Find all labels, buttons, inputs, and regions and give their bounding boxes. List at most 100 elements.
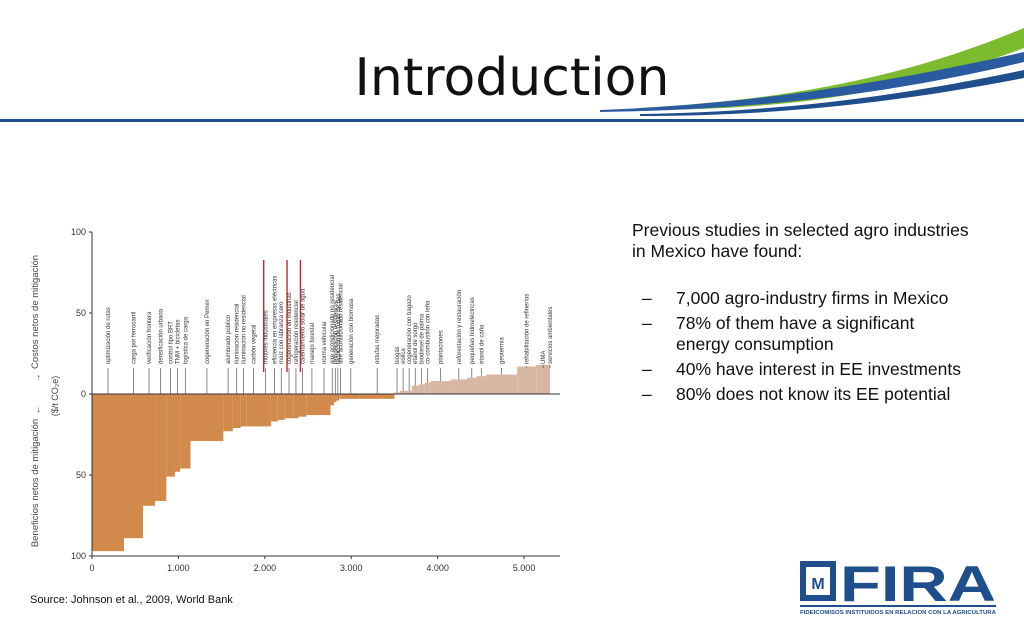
arrow-down-icon: ← xyxy=(32,406,42,415)
category-label: UMA xyxy=(541,351,547,364)
category-label: refrigeración residencial xyxy=(333,300,339,364)
chart-bar xyxy=(246,394,261,427)
chart-bar xyxy=(430,381,451,394)
chart-bar xyxy=(174,394,181,472)
y-tick-label: 0 xyxy=(81,389,86,399)
category-label: generación con biomasa xyxy=(349,298,355,364)
chart-bar xyxy=(536,364,550,394)
chart-bar xyxy=(330,394,334,406)
category-label: calentamiento solar de agua xyxy=(300,288,306,364)
chart-bar xyxy=(155,394,167,501)
category-label: co-combustión con leña xyxy=(426,300,432,364)
bullet-dash: – xyxy=(642,313,652,333)
chart-bar xyxy=(411,385,419,394)
chart-bar xyxy=(240,394,247,427)
header-swoosh xyxy=(0,28,1024,122)
category-label: eficiencia en empresas eléctricas xyxy=(272,276,278,364)
chart-bar xyxy=(418,384,425,394)
category-label: eólica xyxy=(401,348,407,364)
chart-bar xyxy=(123,394,143,539)
logo-emblem-inner xyxy=(806,567,830,595)
category-label: aire acondicionado no residencial xyxy=(330,275,336,364)
category-label: iluminación residencial xyxy=(235,304,241,364)
y-axis-label-benefits: Beneficios netos de mitigación xyxy=(30,419,41,547)
category-label: pequeñas hidroeléctricas xyxy=(470,297,476,364)
category-label: TNM + bicicletas xyxy=(176,319,182,364)
y-axis-unit: ($/t CO₂e) xyxy=(50,376,60,417)
category-label: reducción de fugas de gas xyxy=(336,294,342,364)
chart-bar xyxy=(317,394,331,416)
category-label: biogás xyxy=(395,346,401,364)
category-label: logística de carga xyxy=(183,316,189,364)
finding-item: – 80% does not know its EE potential xyxy=(632,384,972,405)
chart-bar xyxy=(333,394,337,403)
category-label: plantaciones xyxy=(439,330,445,364)
chart-bar xyxy=(270,394,278,422)
category-label: etanol de sorgo xyxy=(413,322,419,364)
chart-bar xyxy=(517,366,537,394)
x-tick-label: 4.000 xyxy=(426,563,449,573)
finding-item: – 78% of them have a significant energy c… xyxy=(632,313,972,355)
y-tick-label: 50 xyxy=(76,308,86,318)
y-tick-label: 50 xyxy=(76,470,86,480)
category-label: alumbrado público xyxy=(226,314,232,364)
chart-bar xyxy=(298,394,307,417)
category-label: biodiesel de palma xyxy=(420,313,426,364)
chart-bar xyxy=(394,392,400,394)
category-label: estufas mejoradas xyxy=(375,315,381,364)
chart-bar xyxy=(293,394,299,419)
logo-wordmark: FIRA xyxy=(840,556,996,612)
category-label: aire acondicionado residencial xyxy=(338,283,344,364)
category-label: etanol de caña xyxy=(479,324,485,364)
category-label: densificación urbana xyxy=(159,308,165,364)
x-tick-label: 3.000 xyxy=(340,563,363,573)
source-citation: Source: Johnson et al., 2009, World Bank xyxy=(30,594,233,606)
chart-bar xyxy=(190,394,224,441)
chart-bar xyxy=(486,374,518,394)
y-axis-label-costs: Costos netos de mitigación xyxy=(30,255,41,369)
finding-text: 7,000 agro-industry firms in Mexico xyxy=(676,288,949,308)
chart-bar xyxy=(406,390,412,394)
bullet-dash: – xyxy=(642,288,652,308)
chart-bar xyxy=(341,394,360,399)
category-label: carga por ferrocarril xyxy=(131,312,137,364)
finding-item: – 7,000 agro-industry firms in Mexico xyxy=(632,288,972,309)
category-label: carbón vegetal xyxy=(252,325,258,364)
chart-bar xyxy=(399,390,407,394)
category-label: cogeneración en Pemex xyxy=(205,299,211,364)
findings-lead: Previous studies in selected agro indust… xyxy=(632,220,969,261)
fira-logo: M FIRA FIDEICOMISOS INSTITUIDOS EN RELAC… xyxy=(800,556,996,616)
logo-tagline: FIDEICOMISOS INSTITUIDOS EN RELACION CON… xyxy=(800,610,996,616)
chart-bar xyxy=(223,394,233,432)
finding-text: 40% have interest in EE investments xyxy=(676,359,962,379)
chart-bar xyxy=(467,377,477,394)
findings-list: – 7,000 agro-industry firms in Mexico – 78… xyxy=(632,288,972,405)
chart-bar xyxy=(339,394,342,399)
chart-bar xyxy=(180,394,191,469)
chart-bar xyxy=(450,379,468,394)
finding-text: 78% of them have a significant energy co… xyxy=(676,313,915,354)
chart-bar xyxy=(476,376,487,394)
chart-bar xyxy=(92,394,124,552)
chart-bar xyxy=(142,394,156,506)
header-rule xyxy=(0,119,1024,122)
category-label: servicios ambientales xyxy=(548,307,554,364)
arrow-up-icon: → xyxy=(32,374,42,383)
category-label: manejo forestal xyxy=(310,323,316,364)
category-label: motores industriales xyxy=(264,310,270,364)
category-label: refrigeración residencial xyxy=(294,300,300,364)
category-label: reforestación y restauración xyxy=(457,290,463,364)
category-label: optimización de rutas xyxy=(106,307,112,364)
slide-title: Introduction xyxy=(354,48,670,108)
chart-bar xyxy=(306,394,318,416)
category-label: rehabilitación de refinerías xyxy=(525,294,531,364)
category-label: geotermia xyxy=(500,337,506,364)
category-label: iluminación no residencial xyxy=(242,295,248,364)
logo-emblem-letters: M xyxy=(811,576,824,593)
logo-rule xyxy=(800,605,996,607)
findings-text: Previous studies in selected agro indust… xyxy=(632,220,972,409)
chart-bar xyxy=(232,394,241,429)
chart-bar xyxy=(284,394,294,419)
finding-text: 80% does not know its EE potential xyxy=(676,384,951,404)
bullet-dash: – xyxy=(642,359,652,379)
